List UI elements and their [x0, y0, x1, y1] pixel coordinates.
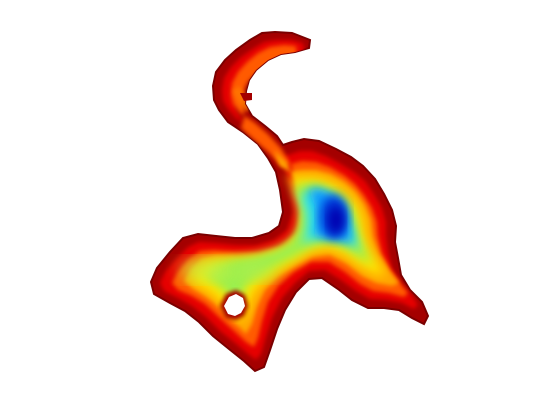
shore-notch: [240, 93, 252, 101]
lake-body: [149, 30, 430, 373]
lake-outline: [149, 30, 430, 373]
depth-shading: [160, 40, 418, 360]
island: [220, 290, 248, 320]
